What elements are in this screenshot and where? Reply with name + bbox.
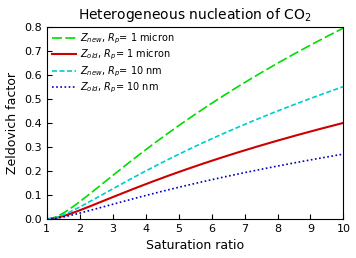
$Z_{old}$, $R_p$= 1 micron xyxy=(341,121,346,124)
$Z_{new}$, $R_p$= 1 micron xyxy=(278,60,283,63)
$Z_{old}$, $R_p$= 10 nm xyxy=(333,154,337,157)
$Z_{new}$, $R_p$= 1 micron xyxy=(333,31,337,34)
$Z_{old}$, $R_p$= 10 nm xyxy=(278,164,283,167)
Line: $Z_{new}$, $R_p$= 10 nm: $Z_{new}$, $R_p$= 10 nm xyxy=(47,87,344,219)
$Z_{old}$, $R_p$= 10 nm xyxy=(60,216,64,219)
Line: $Z_{new}$, $R_p$= 1 micron: $Z_{new}$, $R_p$= 1 micron xyxy=(47,28,344,219)
Legend: $Z_{new}$, $R_p$= 1 micron, $Z_{old}$, $R_p$= 1 micron, $Z_{new}$, $R_p$= 10 nm,: $Z_{new}$, $R_p$= 1 micron, $Z_{old}$, $… xyxy=(49,30,176,97)
$Z_{new}$, $R_p$= 10 nm xyxy=(333,88,337,91)
$Z_{old}$, $R_p$= 1 micron xyxy=(181,169,185,172)
$Z_{new}$, $R_p$= 10 nm xyxy=(60,214,64,217)
$Z_{old}$, $R_p$= 1 micron xyxy=(60,215,64,218)
$Z_{old}$, $R_p$= 1 micron xyxy=(333,124,337,127)
X-axis label: Saturation ratio: Saturation ratio xyxy=(146,239,244,252)
$Z_{old}$, $R_p$= 1 micron xyxy=(189,166,193,169)
$Z_{new}$, $R_p$= 1 micron xyxy=(44,217,49,221)
$Z_{old}$, $R_p$= 10 nm xyxy=(341,152,346,156)
Line: $Z_{old}$, $R_p$= 10 nm: $Z_{old}$, $R_p$= 10 nm xyxy=(47,154,344,219)
$Z_{old}$, $R_p$= 1 micron xyxy=(278,138,283,141)
$Z_{new}$, $R_p$= 10 nm xyxy=(333,88,337,91)
$Z_{new}$, $R_p$= 1 micron xyxy=(181,121,185,124)
$Z_{new}$, $R_p$= 1 micron xyxy=(189,116,193,119)
$Z_{old}$, $R_p$= 10 nm xyxy=(189,183,193,186)
$Z_{new}$, $R_p$= 10 nm xyxy=(341,85,346,88)
$Z_{old}$, $R_p$= 10 nm xyxy=(44,217,49,221)
Title: Heterogeneous nucleation of CO$_2$: Heterogeneous nucleation of CO$_2$ xyxy=(78,6,312,23)
$Z_{new}$, $R_p$= 10 nm xyxy=(189,147,193,150)
Line: $Z_{old}$, $R_p$= 1 micron: $Z_{old}$, $R_p$= 1 micron xyxy=(47,123,344,219)
$Z_{new}$, $R_p$= 1 micron xyxy=(333,31,337,34)
$Z_{new}$, $R_p$= 10 nm xyxy=(44,217,49,221)
$Z_{new}$, $R_p$= 10 nm xyxy=(278,108,283,111)
$Z_{new}$, $R_p$= 10 nm xyxy=(181,151,185,154)
$Z_{old}$, $R_p$= 10 nm xyxy=(181,185,185,188)
Y-axis label: Zeldovich factor: Zeldovich factor xyxy=(6,72,19,174)
$Z_{old}$, $R_p$= 1 micron xyxy=(44,217,49,221)
$Z_{new}$, $R_p$= 1 micron xyxy=(341,27,346,30)
$Z_{new}$, $R_p$= 1 micron xyxy=(60,212,64,215)
$Z_{old}$, $R_p$= 1 micron xyxy=(333,124,337,127)
$Z_{old}$, $R_p$= 10 nm xyxy=(333,154,337,157)
